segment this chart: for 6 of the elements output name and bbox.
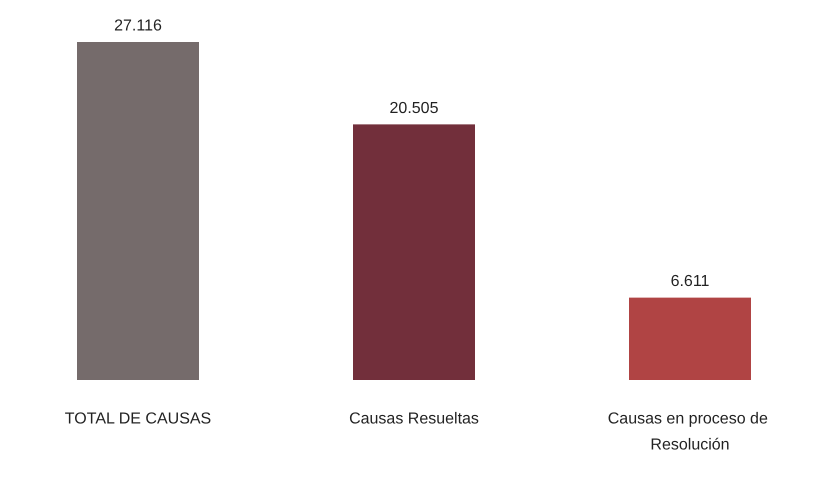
x-tick-label: Causas en proceso de Resolución [608,410,772,454]
x-tick-label: Causas Resueltas [349,410,479,428]
data-label: 20.505 [390,100,439,117]
data-label: 6.611 [670,273,710,290]
x-tick-label: TOTAL DE CAUSAS [64,410,212,428]
data-label: 27.116 [114,18,162,34]
